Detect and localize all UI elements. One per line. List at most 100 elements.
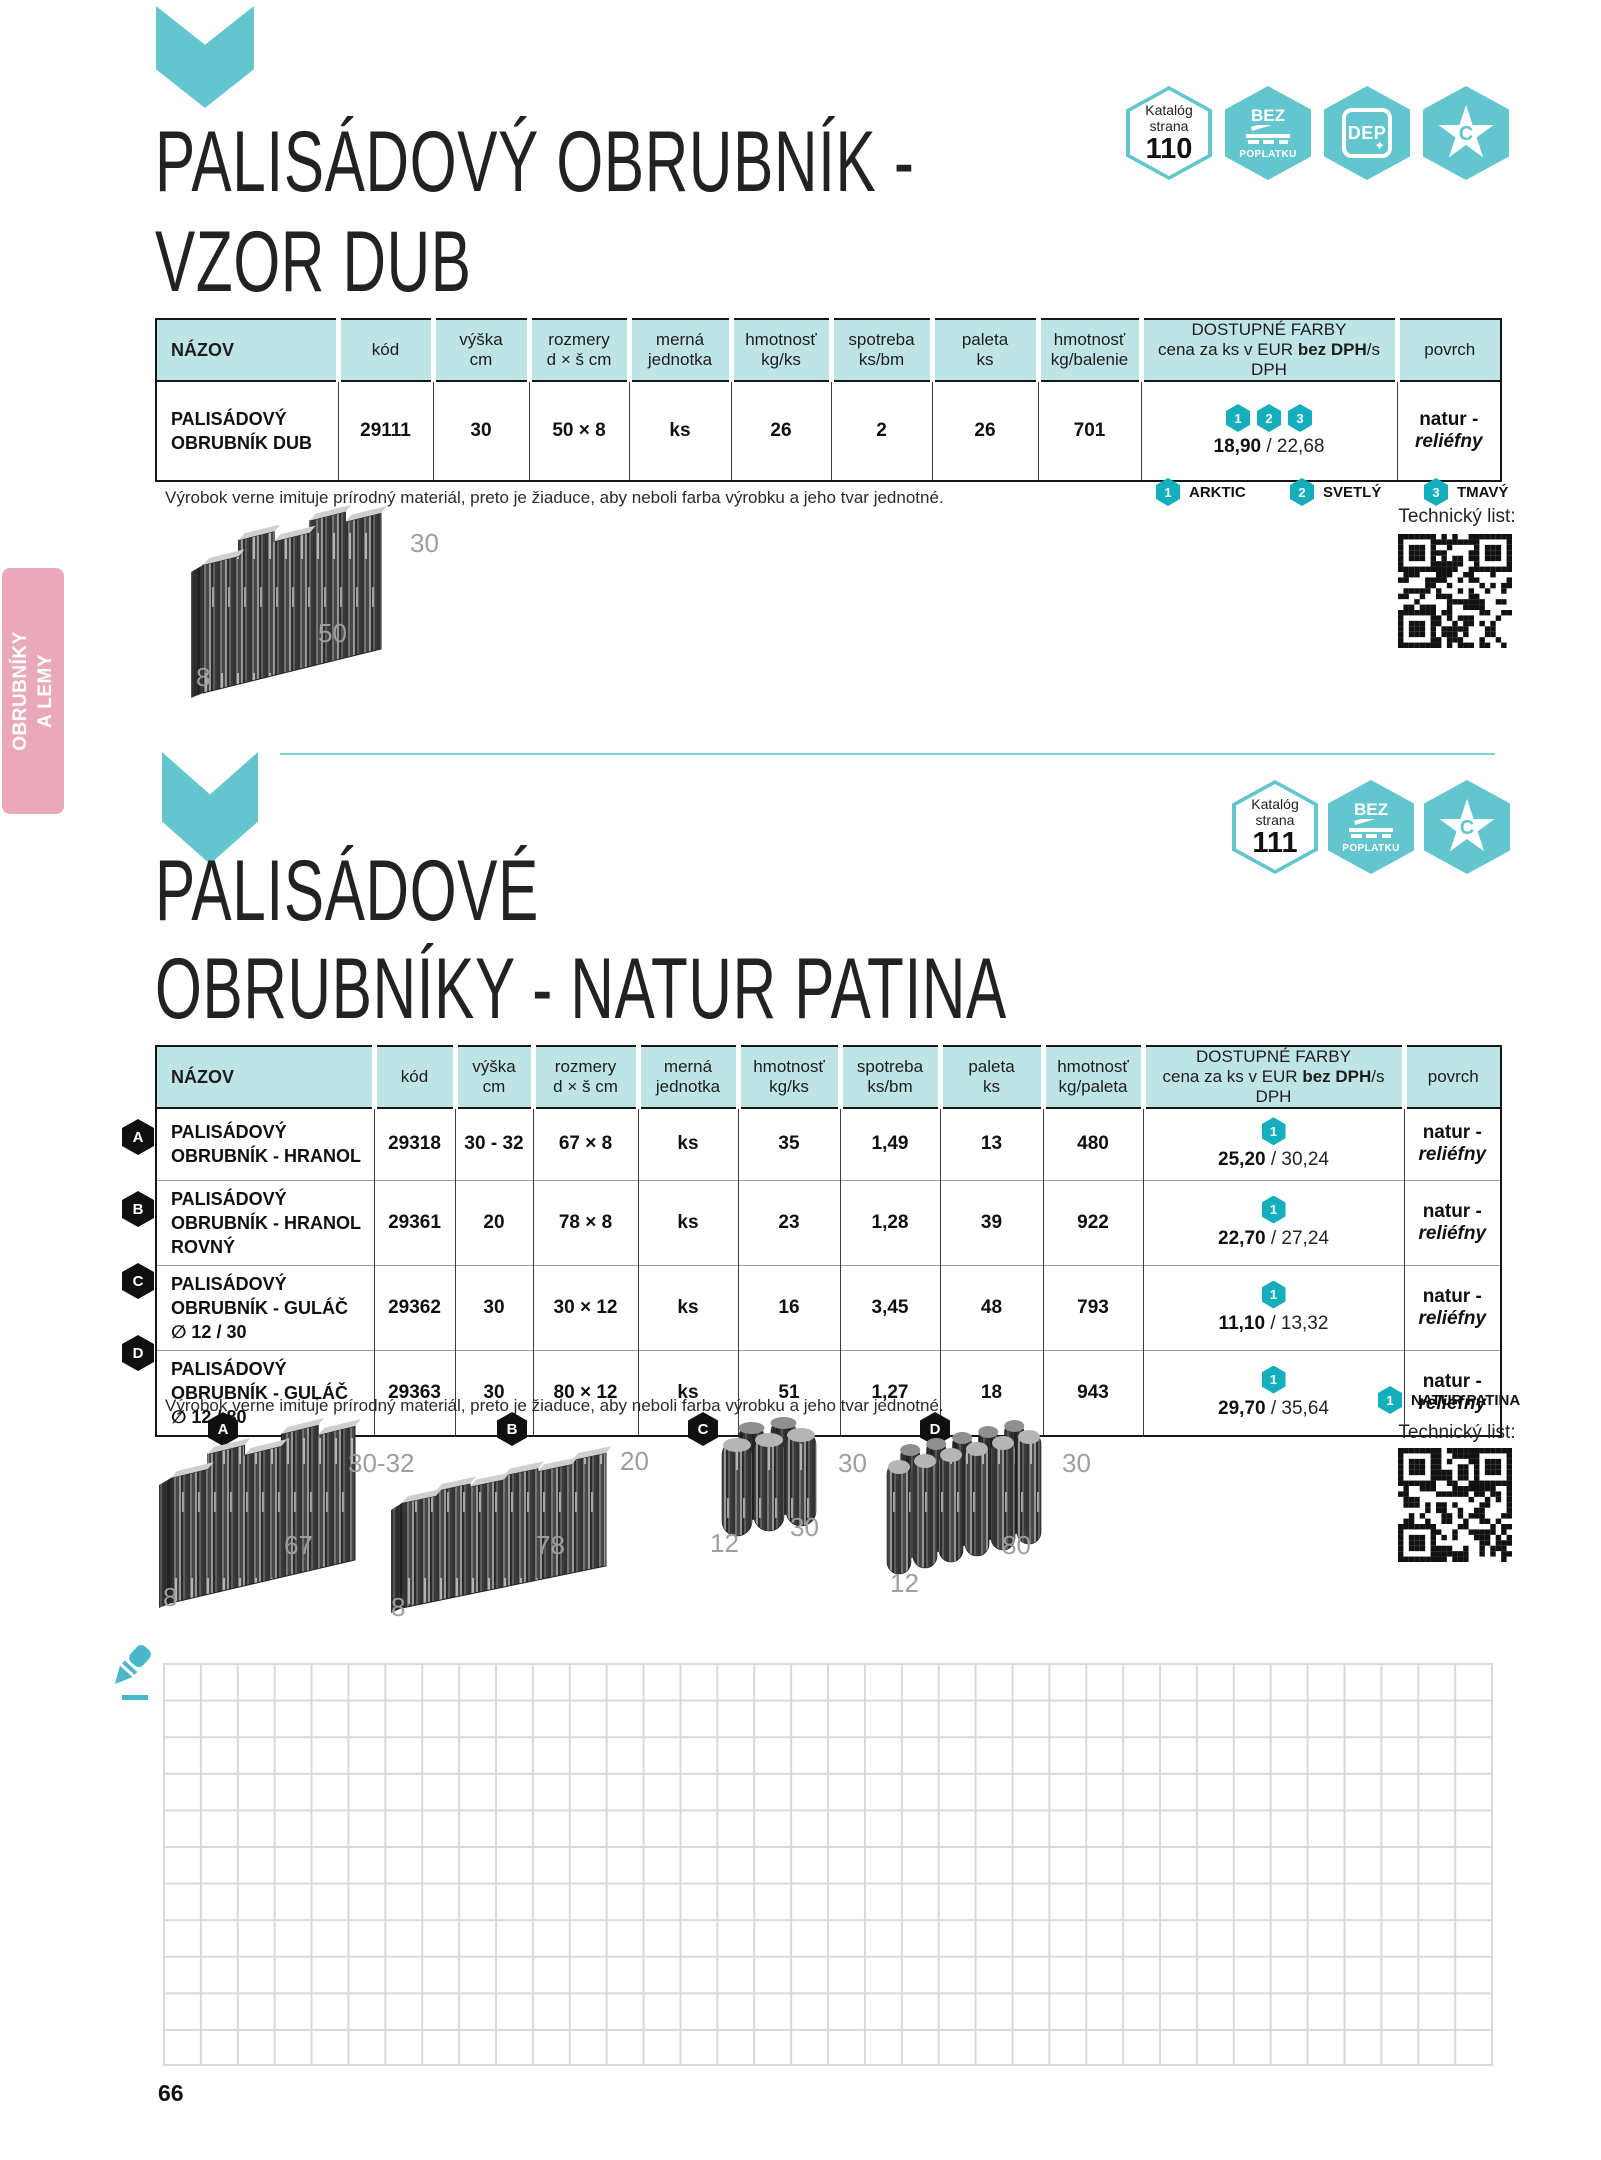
badge-katalog-word: Katalóg [1145,102,1193,118]
cell-nazov: PALISÁDOVÝ OBRUBNÍK DUB [171,409,312,453]
star-icon: ★ C [1433,93,1499,173]
col-hmotnost: hmotnosť kg/ks [728,319,831,381]
sidebar-tab-obrubniky: OBRUBNÍKY A LEMY [2,568,64,814]
col-povrch: povrch [1394,319,1501,381]
color-3-hex-icon: 3 [1288,404,1312,432]
star-letter: C [1458,122,1474,145]
note-text-2: Výrobok verne imituje prírodný materiál,… [165,1396,944,1415]
bez-poplatku-badge: BEZ POPLATKU [1225,86,1311,180]
dim-height: 30 [1062,1448,1091,1478]
color-1-hex-icon: 1 [1261,1365,1286,1394]
cell-vyska: 30 [432,381,529,481]
dim-depth: 12 [890,1568,919,1598]
color-1-hex-icon: 1 [1261,1280,1286,1309]
color-1-hex-icon: 1 [1261,1117,1286,1146]
sparkle-icon: ✦ [1374,138,1385,153]
page-number: 66 [158,2080,184,2106]
pallet-icon [1246,124,1290,144]
col-vyska: výška cm [430,319,529,381]
col-merna: merná jednotka [626,319,731,381]
dim-length: 78 [536,1530,565,1560]
star-icon: ★ C [1434,787,1500,867]
color-3-hex-icon: 3 [1424,478,1448,506]
dim-depth: 8 [196,662,211,692]
row-label-c: C [122,1263,154,1299]
dim-depth: 8 [163,1582,178,1612]
dep-badge: DEP ✦ [1324,86,1410,180]
table2-row-d: PALISÁDOVÝ OBRUBNÍK - GULÁČ ∅ 12 / 80 29… [156,1349,1501,1436]
color-1-hex-icon: 1 [1156,478,1180,506]
notes-grid [163,1663,1493,2066]
col-farby: DOSTUPNÉ FARBY cena za ks v EUR bez DPH/… [1138,319,1397,381]
cell-spotreba: 2 [830,381,932,481]
cell-merna: ks [628,381,731,481]
section1-title-line2: VZOR DUB [155,214,472,310]
qr-code-1 [1398,534,1512,648]
row-label-a: A [122,1119,154,1155]
product-diagram-dub [191,504,387,698]
cell-hmotnost: 26 [730,381,831,481]
section-chevron-icon [156,6,254,108]
badge-page-number: 110 [1145,133,1193,165]
table1-header-row: NÁZOV kód výška cm rozmery d × š cm merná j… [156,319,1501,381]
legend-natur-patina: 1 NATUR PATINA [1378,1386,1520,1414]
product-diagram-d [886,1420,1042,1575]
section1-title-line1: PALISÁDOVÝ OBRUBNÍK - [155,114,915,210]
cell-hmotnost-balenie: 701 [1037,381,1141,481]
section1-title: PALISÁDOVÝ OBRUBNÍK - VZOR DUB [155,112,915,312]
product-table-1: NÁZOV kód výška cm rozmery d × š cm merná j… [155,318,1502,482]
dim-height: 20 [620,1446,649,1476]
star-c-badge: ★ C [1423,86,1509,180]
legend-tmavy: 3 TMAVÝ [1424,478,1508,506]
dim-height: 30 [838,1448,867,1478]
table2-header-row: NÁZOV kód výška cm rozmery d × š cm merná j… [156,1046,1501,1108]
dim-depth: 12 [710,1528,739,1558]
color-1-hex-icon: 1 [1378,1386,1402,1414]
techlist-label-2: Technický list: [1398,1422,1516,1443]
cell-kod: 29111 [337,381,433,481]
dim-length: 80 [1002,1530,1031,1560]
legend-svetly: 2 SVETLÝ [1290,478,1381,506]
col-hmotnost-balenie: hmotnosť kg/balenie [1035,319,1141,381]
cell-paleta: 26 [931,381,1038,481]
table2-row-a: PALISÁDOVÝ OBRUBNÍK - HRANOL 29318 30 - … [156,1108,1501,1180]
product-diagram-a [159,1418,361,1608]
sidebar-label: OBRUBNÍKY A LEMY [10,631,56,751]
star-c-badge: ★ C [1424,780,1510,874]
dim-length: 50 [318,618,347,648]
color-2-hex-icon: 2 [1257,404,1281,432]
badge-page-number: 111 [1252,827,1298,859]
col-rozmery: rozmery d × š cm [526,319,629,381]
dep-label: DEP [1347,122,1387,143]
product-table-2: NÁZOV kód výška cm rozmery d × š cm merná j… [155,1045,1502,1437]
qr-code-2 [1398,1448,1512,1562]
section2-title-line1: PALISÁDOVÉ [155,843,539,939]
dim-length: 30 [790,1512,819,1542]
product-diagram-c [721,1417,817,1537]
col-nazov: NÁZOV [156,319,338,381]
bez-poplatku-badge: BEZ POPLATKU [1328,780,1414,874]
catalog-page-badge: Katalóg strana 111 [1232,780,1318,874]
row-label-d: D [122,1335,154,1371]
col-kod: kód [335,319,433,381]
techlist-label-1: Technický list: [1398,506,1516,527]
table2-row-c: PALISÁDOVÝ OBRUBNÍK - GULÁČ ∅ 12 / 30 29… [156,1264,1501,1350]
pen-icon [114,1645,151,1700]
catalog-page-badge: Katalóg strana 110 [1126,86,1212,180]
legend-arktic: 1 ARKTIC [1156,478,1246,506]
dim-depth: 8 [391,1592,406,1622]
product-diagram-b [391,1446,612,1613]
color-2-hex-icon: 2 [1290,478,1314,506]
table2-row-b: PALISÁDOVÝ OBRUBNÍK - HRANOL ROVNÝ 29361… [156,1179,1501,1265]
cell-farby: 1 2 3 18,90 / 22,68 [1140,381,1397,481]
table1-row-dub: PALISÁDOVÝ OBRUBNÍK DUB 29111 30 50 × 8 … [156,381,1501,481]
section2-title-line2: OBRUBNÍKY - NATUR PATINA [155,941,1007,1037]
dep-box: DEP ✦ [1342,108,1392,158]
col-paleta: paleta ks [929,319,1038,381]
note-text-1: Výrobok verne imituje prírodný materiál,… [165,488,944,507]
pallet-icon [1349,818,1393,838]
dim-height: 30-32 [348,1448,415,1478]
poplatku-label: POPLATKU [1239,148,1297,160]
col-spotreba: spotreba ks/bm [828,319,932,381]
